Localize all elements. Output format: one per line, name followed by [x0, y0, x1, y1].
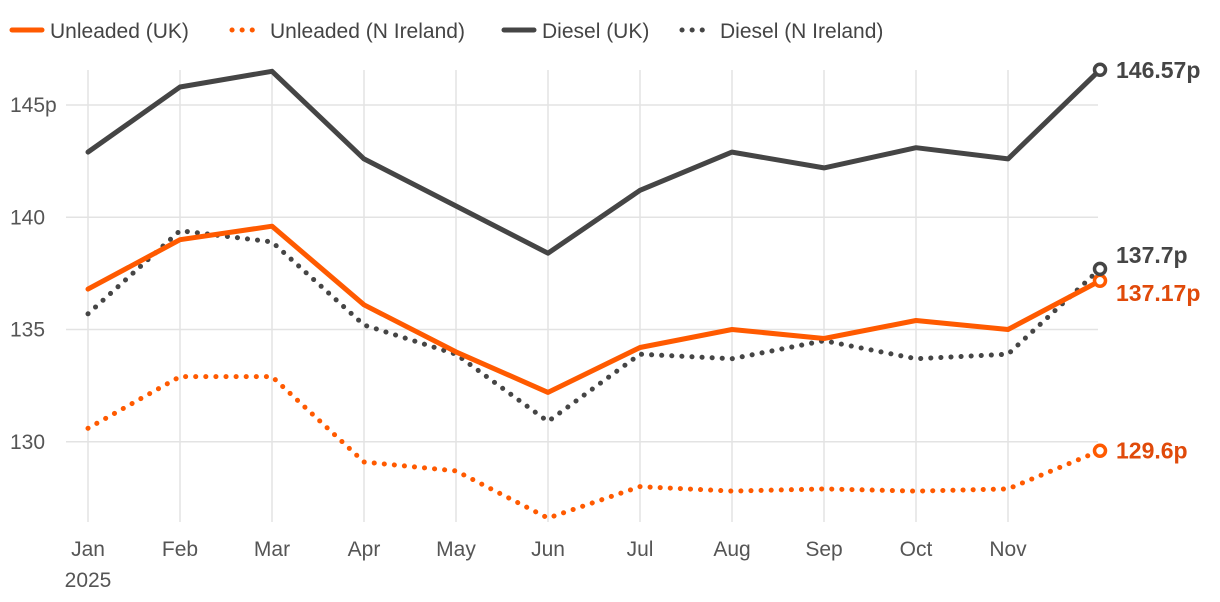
legend-label: Unleaded (UK): [50, 20, 189, 43]
x-tick-label: May: [436, 538, 476, 561]
series-line-unleaded-uk: [85, 223, 1103, 395]
series-line-diesel-n-ireland: [85, 228, 1103, 424]
x-tick-label: Feb: [162, 538, 198, 561]
legend-label: Unleaded (N Ireland): [270, 20, 465, 43]
x-tick-label: Jun: [531, 538, 565, 561]
series-line-diesel-uk: [85, 67, 1103, 256]
series-end-label: 129.6p: [1116, 438, 1188, 464]
series-end-label: 146.57p: [1116, 57, 1200, 83]
series-line-unleaded-n-ireland: [85, 374, 1103, 521]
x-tick-label: Sep: [805, 538, 842, 561]
x-tick-label: Mar: [254, 538, 290, 561]
legend-label: Diesel (N Ireland): [720, 20, 883, 43]
y-tick-label: 135: [10, 319, 45, 342]
series-end-label: 137.7p: [1116, 242, 1188, 268]
legend: Unleaded (UK) Unleaded (N Ireland) Diesel …: [9, 20, 883, 43]
series-end-marker: [1092, 62, 1108, 78]
series-end-marker: [1092, 443, 1108, 458]
x-tick-label: Oct: [900, 538, 933, 561]
y-tick-label: 145p: [10, 94, 57, 117]
x-tick-label: Nov: [989, 538, 1027, 561]
x-tick-label: Jul: [627, 538, 654, 561]
x-year-label: 2025: [65, 569, 112, 592]
end-markers: [1092, 62, 1108, 458]
y-tick-label: 130: [10, 431, 45, 454]
series-lines: [85, 67, 1103, 521]
x-tick-label: Apr: [348, 538, 381, 561]
x-tick-label: Aug: [713, 538, 750, 561]
y-tick-label: 140: [10, 206, 45, 229]
x-tick-label: Jan: [71, 538, 105, 561]
gridlines: [66, 70, 1098, 522]
series-end-marker: [1092, 261, 1108, 277]
series-end-label: 137.17p: [1116, 280, 1200, 306]
legend-label: Diesel (UK): [542, 20, 649, 43]
axis-labels: 130 135 140 145p Jan Feb Mar Apr May Jun Jul Aug Sep…: [10, 57, 1200, 592]
series-end-marker: [1092, 273, 1108, 289]
